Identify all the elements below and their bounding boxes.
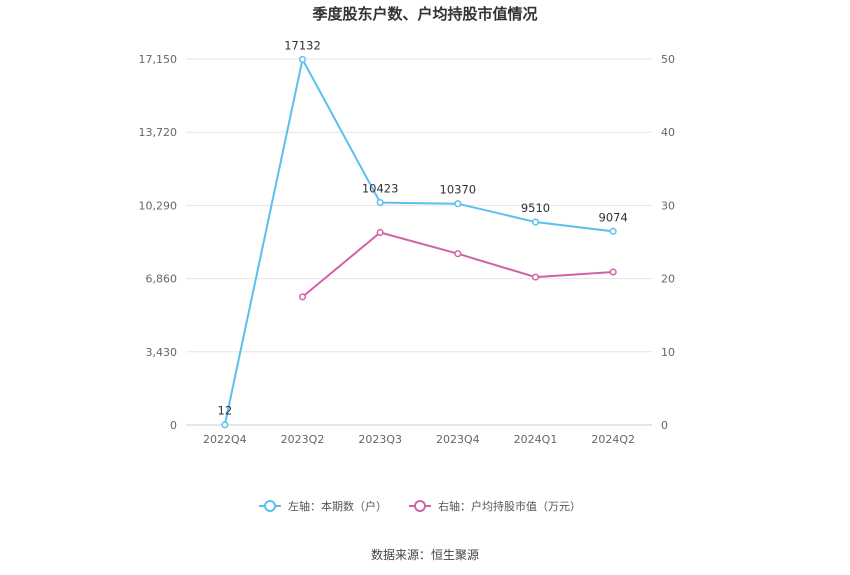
data-label: 9074 — [599, 210, 628, 224]
x-tick-label: 2024Q2 — [591, 433, 635, 446]
x-axis-ticks: 2022Q4 2023Q2 2023Q3 2023Q4 2024Q1 2024Q2 — [203, 433, 635, 446]
legend-marker-icon — [414, 500, 426, 512]
series-1-point — [221, 421, 229, 429]
right-tick-label: 20 — [661, 273, 675, 286]
right-tick-label: 0 — [661, 419, 668, 432]
series-line-2 — [301, 231, 614, 298]
series-line-1 — [223, 56, 614, 425]
series-1-point — [609, 227, 617, 235]
data-label: 9510 — [521, 201, 550, 215]
left-axis-ticks: 0 3,430 6,860 10,290 13,720 17,150 — [139, 53, 178, 432]
series-2-point — [454, 250, 462, 258]
data-label: 10423 — [362, 182, 399, 196]
series-2-point — [609, 268, 617, 276]
x-tick-label: 2023Q4 — [436, 433, 480, 446]
legend-marker-icon — [264, 500, 276, 512]
series-2-point — [298, 293, 307, 301]
series-1-point — [531, 218, 540, 226]
x-tick-label: 2024Q1 — [514, 433, 558, 446]
chart-title: 季度股东户数、户均持股市值情况 — [312, 5, 537, 23]
left-tick-label: 17,150 — [139, 53, 178, 66]
left-tick-label: 6,860 — [146, 273, 178, 286]
grid-lines — [186, 58, 652, 426]
x-tick-label: 2023Q3 — [358, 433, 402, 446]
legend-label: 左轴：本期数（户） — [288, 499, 387, 513]
x-tick-label: 2023Q2 — [281, 433, 325, 446]
data-label: 12 — [218, 404, 233, 418]
left-tick-label: 13,720 — [139, 126, 178, 139]
data-label: 10370 — [440, 183, 477, 197]
data-label: 17132 — [284, 38, 321, 52]
right-tick-label: 30 — [661, 199, 675, 212]
series-layer: 12 17132 10423 10370 9510 9074 — [218, 38, 628, 429]
series-1-point — [298, 55, 307, 63]
series-2-point — [376, 228, 384, 237]
x-tick-label: 2022Q4 — [203, 433, 247, 446]
left-tick-label: 3,430 — [146, 346, 178, 359]
series-2-point — [531, 273, 540, 281]
right-tick-label: 50 — [661, 53, 675, 66]
source-note: 数据来源：恒生聚源 — [371, 547, 479, 562]
right-axis-ticks: 0 10 20 30 40 50 — [661, 53, 675, 432]
right-tick-label: 10 — [661, 346, 675, 359]
series-1-point — [454, 200, 462, 208]
left-tick-label: 0 — [170, 419, 177, 432]
series-1-point — [376, 199, 384, 207]
legend: 左轴：本期数（户） 右轴：户均持股市值（万元） — [259, 499, 581, 513]
legend-label: 右轴：户均持股市值（万元） — [438, 499, 581, 513]
left-tick-label: 10,290 — [139, 199, 178, 212]
right-tick-label: 40 — [661, 126, 675, 139]
